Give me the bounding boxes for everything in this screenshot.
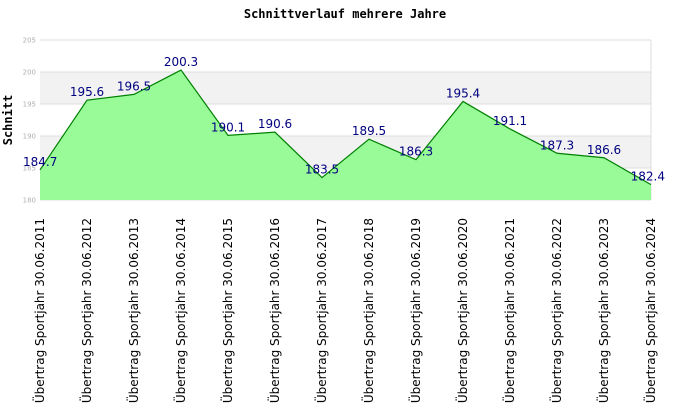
x-ticks: Übertrag Sportjahr 30.06.2011 Übertrag Sp… [31,218,658,403]
series-area [40,70,651,200]
x-tick-label: Übertrag Sportjahr 30.06.2019 [407,218,423,403]
data-label: 191.1 [493,114,527,128]
series-line [39,69,652,186]
data-labels: 184.7 195.6 196.5 200.3 190.1 190.6 183.5 189.5… [23,55,665,184]
data-label: 186.6 [587,143,621,157]
data-label: 189.5 [352,124,386,138]
data-label: 184.7 [23,155,57,169]
data-label: 190.6 [258,117,292,131]
plot-area [39,69,652,200]
data-label: 183.5 [305,163,339,177]
x-tick-label: Übertrag Sportjahr 30.06.2021 [501,218,517,403]
x-tick-label: Übertrag Sportjahr 30.06.2017 [313,218,329,403]
y-tick-label: 180 [23,197,36,205]
x-tick-label: Übertrag Sportjahr 30.06.2024 [642,218,658,403]
data-label: 182.4 [631,170,665,184]
x-tick-label: Übertrag Sportjahr 30.06.2013 [125,218,141,403]
y-axis-label: Schnitt [1,95,15,146]
x-tick-label: Übertrag Sportjahr 30.06.2014 [172,218,188,403]
x-tick-label: Übertrag Sportjahr 30.06.2011 [31,218,47,403]
data-label: 186.3 [399,145,433,159]
y-tick-label: 190 [23,133,36,141]
x-tick-label: Übertrag Sportjahr 30.06.2020 [454,218,470,403]
data-label: 190.1 [211,120,245,134]
data-label: 196.5 [117,79,151,93]
data-label: 195.4 [446,86,480,100]
x-tick-label: Übertrag Sportjahr 30.06.2023 [595,218,611,403]
x-tick-label: Übertrag Sportjahr 30.06.2018 [360,218,376,403]
data-label: 200.3 [164,55,198,69]
chart-title: Schnittverlauf mehrere Jahre [244,7,446,21]
y-tick-label: 200 [23,69,36,77]
y-ticks: 180 185 190 195 200 205 [23,37,36,205]
y-tick-label: 195 [23,101,36,109]
data-label: 195.6 [70,85,104,99]
data-label: 187.3 [540,138,574,152]
x-tick-label: Übertrag Sportjahr 30.06.2016 [266,218,282,403]
x-tick-label: Übertrag Sportjahr 30.06.2015 [219,218,235,403]
x-tick-label: Übertrag Sportjahr 30.06.2012 [78,218,94,403]
y-tick-label: 185 [23,165,36,173]
y-tick-label: 205 [23,37,36,45]
x-tick-label: Übertrag Sportjahr 30.06.2022 [548,218,564,403]
